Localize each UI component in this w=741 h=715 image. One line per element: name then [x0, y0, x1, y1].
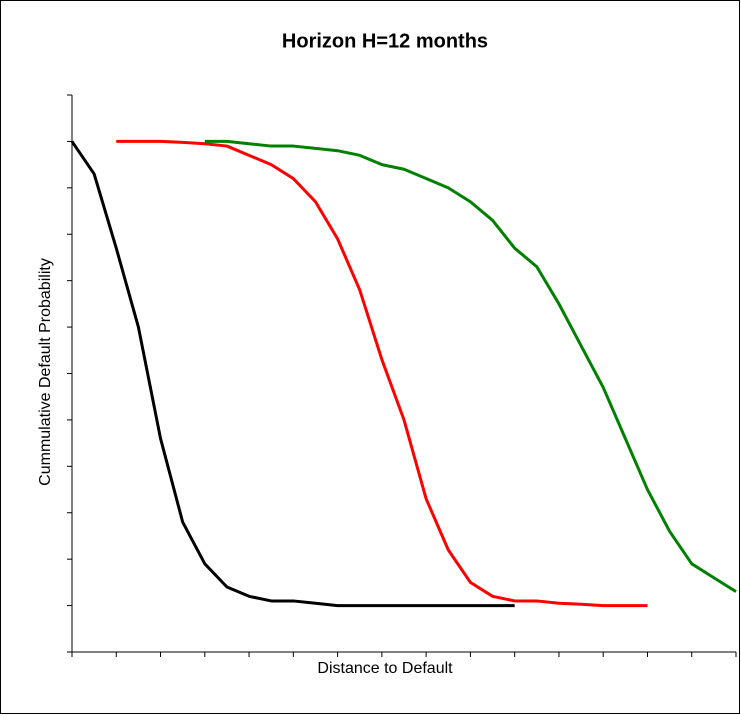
series-line: [70, 140, 515, 608]
x-axis-label: Distance to Default: [317, 660, 453, 677]
chart-title: Horizon H=12 months: [282, 30, 488, 52]
series-line: [204, 139, 737, 593]
plot-area: [67, 94, 737, 657]
y-axis-label: Cummulative Default Probability: [37, 258, 54, 486]
series-line: [116, 139, 648, 608]
